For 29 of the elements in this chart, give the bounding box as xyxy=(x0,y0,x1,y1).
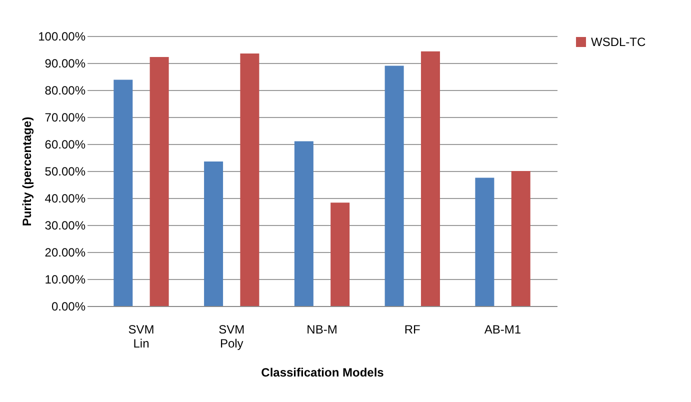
bar xyxy=(204,162,224,306)
x-tick-label: SVM Poly xyxy=(218,322,245,350)
x-tick-label: SVM Lin xyxy=(128,322,154,350)
y-axis-title: Purity (percentage) xyxy=(20,116,34,226)
bar xyxy=(420,51,440,306)
y-tick-label: 20.00% xyxy=(44,246,86,260)
y-tick-label: 90.00% xyxy=(44,56,86,70)
y-tick-label: 60.00% xyxy=(44,138,86,152)
y-tick-label: 100.00% xyxy=(38,30,86,44)
y-tick-label: 30.00% xyxy=(44,218,86,232)
x-tick-label: AB-M1 xyxy=(484,322,522,336)
x-tick-label: NB-M xyxy=(306,322,338,336)
bar xyxy=(294,141,314,306)
y-tick-label: 80.00% xyxy=(44,84,86,98)
x-tick-label: RF xyxy=(404,322,420,336)
x-axis-title: Classification Models xyxy=(261,366,384,380)
y-tick-label: 70.00% xyxy=(44,110,86,124)
bar xyxy=(150,57,169,306)
y-tick-label: 10.00% xyxy=(44,272,86,286)
y-tick-label: 40.00% xyxy=(44,192,86,206)
y-tick-label: 50.00% xyxy=(44,164,86,178)
legend-label: WSDL-TC xyxy=(591,35,646,49)
bar xyxy=(240,54,260,306)
bar xyxy=(475,178,494,306)
y-tick-label: 0.00% xyxy=(51,300,86,314)
bar xyxy=(330,202,350,306)
bar xyxy=(511,171,530,306)
bar xyxy=(114,80,133,306)
bar xyxy=(384,66,404,306)
